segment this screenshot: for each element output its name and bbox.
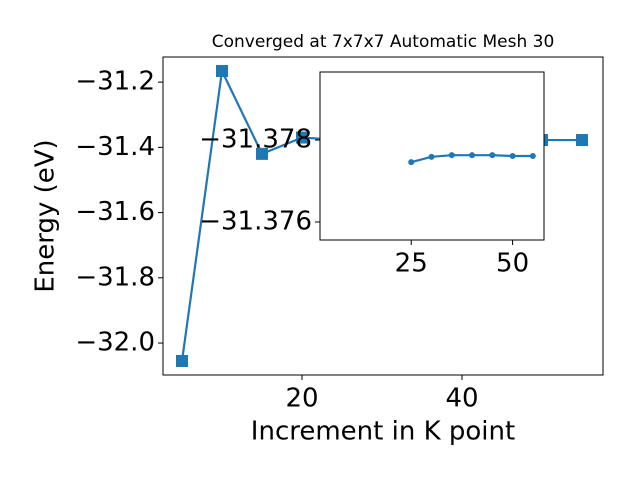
marker bbox=[408, 159, 415, 166]
y-tick-label: −32.0 bbox=[75, 328, 155, 358]
marker bbox=[489, 152, 496, 159]
x-tick-label: 20 bbox=[285, 384, 318, 414]
marker bbox=[529, 153, 536, 159]
marker bbox=[256, 147, 268, 160]
marker bbox=[428, 153, 435, 160]
y-tick-label: −31.6 bbox=[75, 197, 155, 227]
chart-title: Converged at 7x7x7 Automatic Mesh 30 bbox=[212, 32, 555, 52]
y-tick-label: −31.376 bbox=[199, 206, 312, 236]
marker bbox=[176, 354, 188, 367]
axes-frame bbox=[319, 71, 545, 241]
marker bbox=[469, 152, 476, 159]
y-axis-label: Energy (eV) bbox=[31, 139, 61, 292]
x-tick-label: 50 bbox=[496, 249, 529, 279]
x-tick-label: 40 bbox=[445, 384, 478, 414]
y-tick-label: −31.2 bbox=[75, 67, 155, 97]
marker bbox=[216, 65, 228, 78]
marker bbox=[576, 134, 588, 147]
x-tick-label: 25 bbox=[395, 249, 428, 279]
y-tick-label: −31.4 bbox=[75, 132, 155, 162]
y-tick-label: −31.378 bbox=[199, 125, 312, 155]
axes: 25 50 −31.378 −31.376 bbox=[199, 71, 545, 279]
marker bbox=[448, 152, 455, 159]
marker bbox=[296, 131, 308, 144]
plot bbox=[408, 152, 536, 166]
marker bbox=[509, 153, 516, 159]
y-tick-label: −31.8 bbox=[75, 262, 155, 292]
axes-frame bbox=[162, 56, 604, 376]
x-axis-label: Increment in K point bbox=[251, 417, 515, 447]
